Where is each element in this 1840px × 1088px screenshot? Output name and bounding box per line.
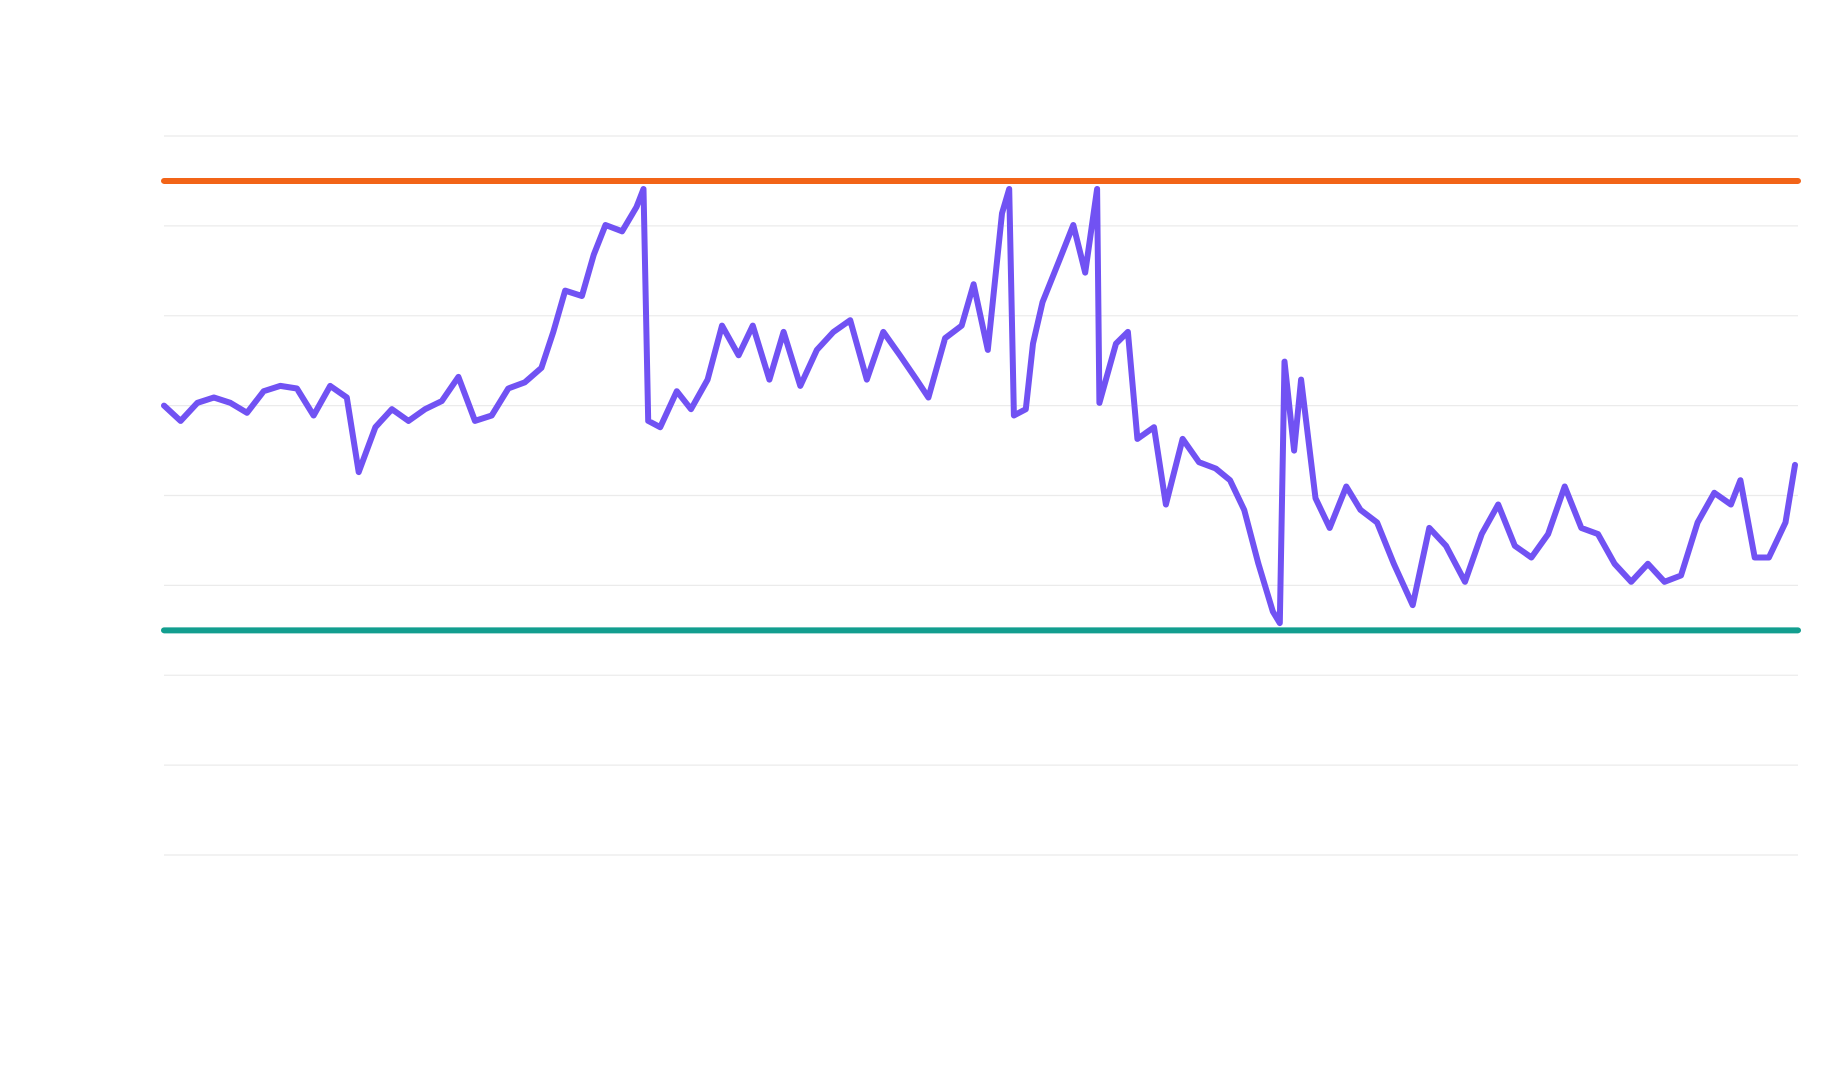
data-line: [161, 186, 1798, 627]
